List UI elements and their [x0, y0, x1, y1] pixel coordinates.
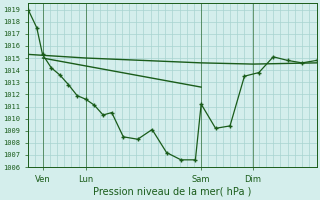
X-axis label: Pression niveau de la mer( hPa ): Pression niveau de la mer( hPa ): [93, 187, 252, 197]
